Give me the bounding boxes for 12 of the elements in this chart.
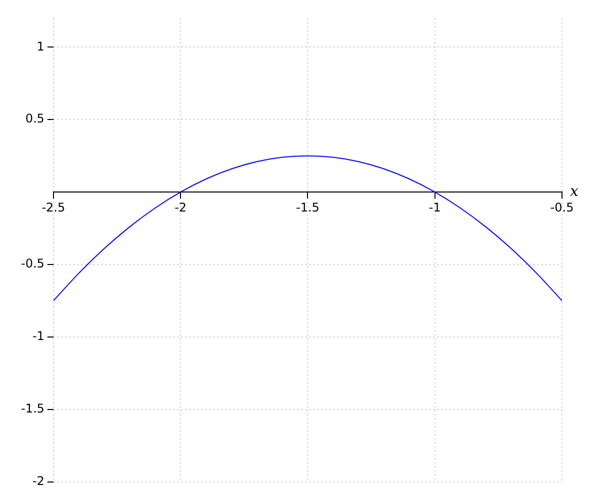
x-tick-label: -1.5: [296, 200, 320, 214]
y-tick-label: -2: [32, 474, 44, 488]
y-tick-label: -1: [32, 329, 44, 344]
y-tick-label: 0.5: [25, 112, 44, 126]
x-tick-label: -0.5: [550, 200, 574, 214]
y-tick-label: -0.5: [20, 256, 44, 271]
x-tick-label: -2: [174, 200, 187, 214]
x-tick-label: -2.5: [42, 200, 66, 214]
y-tick-label: -1.5: [20, 401, 44, 416]
y-tick-label: 1: [36, 39, 44, 54]
x-tick-label: -1: [428, 200, 441, 214]
x-axis-title: x: [570, 182, 579, 200]
